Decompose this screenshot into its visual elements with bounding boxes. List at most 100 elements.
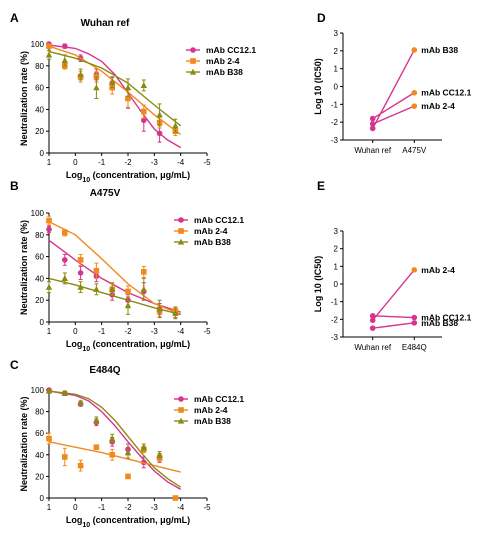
legend-label: mAb CC12.1 [206, 45, 256, 55]
y-tick-label: 3 [334, 29, 339, 38]
data-point [369, 121, 376, 127]
x-tick-label: -4 [177, 327, 185, 336]
legend-label: mAb 2-4 [206, 56, 240, 66]
y-tick-label: -3 [331, 136, 339, 145]
x-tick-label: -4 [177, 158, 185, 167]
x-tick-label: -3 [151, 158, 159, 167]
data-point [77, 462, 84, 469]
fit-curve [48, 50, 182, 127]
series-label: mAb CC12.1 [421, 88, 471, 98]
series-mab-b38 [45, 50, 182, 133]
x-tick-label: 1 [47, 158, 52, 167]
y-tick-label: 0 [334, 83, 339, 92]
y-tick-label: 80 [35, 408, 44, 417]
series-mab-b38: mAb B38 [369, 318, 458, 331]
data-point [411, 103, 418, 109]
data-point [156, 305, 163, 312]
series-label: mAb 2-4 [421, 265, 455, 275]
series-mab-cc12-1: mAb CC12.1 [369, 313, 472, 323]
data-point [411, 320, 418, 326]
data-point [140, 443, 147, 450]
data-point [109, 452, 115, 458]
pair-line [372, 105, 415, 125]
data-point [45, 51, 53, 58]
fit-curve [48, 239, 181, 313]
data-point [411, 314, 418, 321]
y-tick-label: 0 [40, 318, 45, 327]
data-point [46, 226, 52, 233]
y-tick-label: 60 [35, 429, 44, 438]
series-mab-cc12-1: mAb CC12.1 [369, 88, 472, 122]
data-point [141, 269, 147, 275]
data-point [140, 285, 147, 292]
series-mab-2-4: mAb 2-4 [369, 265, 455, 324]
data-point [93, 285, 100, 292]
x-tick-label: -3 [151, 503, 159, 512]
data-point [77, 399, 84, 406]
y-axis-label: Neutralization rate (%) [19, 396, 29, 491]
data-point [77, 270, 84, 276]
x-axis-label: Log10 (concentration, μg/mL) [66, 515, 190, 529]
x-tick-label: -1 [98, 327, 106, 336]
data-point [77, 71, 84, 78]
data-point [77, 283, 84, 290]
y-tick-label: 3 [334, 227, 339, 236]
data-point [156, 130, 163, 137]
x-tick-label: 1 [47, 503, 52, 512]
data-point [369, 325, 376, 331]
x-tick-label: -2 [124, 503, 132, 512]
data-point [125, 473, 131, 480]
legend-marker [190, 58, 196, 64]
series-mab-b38: mAb B38 [369, 45, 458, 132]
y-tick-label: 80 [35, 62, 44, 71]
y-tick-label: 20 [35, 472, 44, 481]
x-tick-label: -1 [98, 503, 106, 512]
panel-title: Wuhan ref [81, 18, 130, 29]
y-tick-label: 40 [35, 105, 44, 114]
data-point [411, 89, 418, 96]
y-tick-label: 0 [334, 280, 339, 289]
data-point [369, 125, 376, 132]
x-tick-label: -2 [124, 158, 132, 167]
legend-label: mAb CC12.1 [194, 215, 244, 225]
data-point [109, 78, 116, 85]
x-tick-label: -3 [151, 327, 159, 336]
data-point [62, 229, 68, 236]
data-point [124, 84, 132, 91]
data-point [93, 84, 100, 91]
pair-line [372, 92, 415, 120]
series-mab-cc12-1 [46, 225, 181, 319]
legend-label: mAb CC12.1 [194, 394, 244, 404]
data-point [61, 389, 68, 396]
legend-label: mAb B38 [194, 237, 231, 247]
y-tick-label: 40 [35, 274, 44, 283]
legend-marker [178, 228, 184, 234]
x-tick-label: -2 [124, 327, 132, 336]
panel-letter: C [10, 358, 19, 372]
data-point [124, 302, 132, 309]
data-point [109, 285, 116, 292]
legend-marker [178, 407, 184, 413]
series-label: mAb CC12.1 [421, 313, 471, 323]
y-tick-label: 20 [35, 296, 44, 305]
data-point [45, 387, 53, 394]
data-point [411, 47, 418, 53]
x-tick-label: 1 [47, 327, 52, 336]
panel-letter: D [317, 11, 326, 25]
x-tick-label: 0 [73, 327, 78, 336]
data-point [172, 309, 179, 316]
panel-letter: A [10, 11, 19, 25]
y-tick-label: 2 [334, 47, 339, 56]
legend-marker [190, 47, 196, 53]
series-mab-2-4 [46, 43, 182, 137]
series-mab-2-4: mAb 2-4 [369, 101, 455, 127]
data-point [62, 257, 68, 263]
y-tick-label: 0 [40, 494, 45, 503]
y-tick-label: 1 [334, 65, 339, 74]
y-tick-label: 20 [35, 127, 44, 136]
fit-curve [48, 390, 182, 491]
